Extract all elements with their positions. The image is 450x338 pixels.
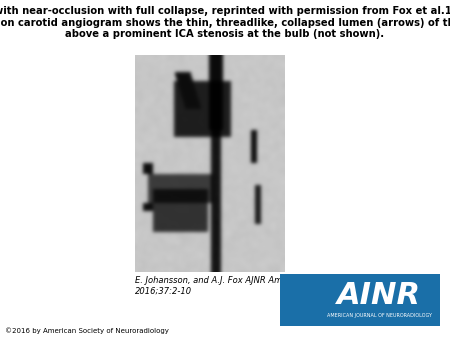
Text: ©2016 by American Society of Neuroradiology: ©2016 by American Society of Neuroradiol… xyxy=(5,327,169,334)
Text: A case with near-occlusion with full collapse, reprinted with permission from Fo: A case with near-occlusion with full col… xyxy=(0,6,450,39)
Text: E. Johansson, and A.J. Fox AJNR Am J Neuroradiol
2016;37:2-10: E. Johansson, and A.J. Fox AJNR Am J Neu… xyxy=(135,276,339,295)
Text: AMERICAN JOURNAL OF NEURORADIOLOGY: AMERICAN JOURNAL OF NEURORADIOLOGY xyxy=(327,313,432,318)
Bar xyxy=(280,274,440,326)
Text: AINR: AINR xyxy=(337,281,421,310)
